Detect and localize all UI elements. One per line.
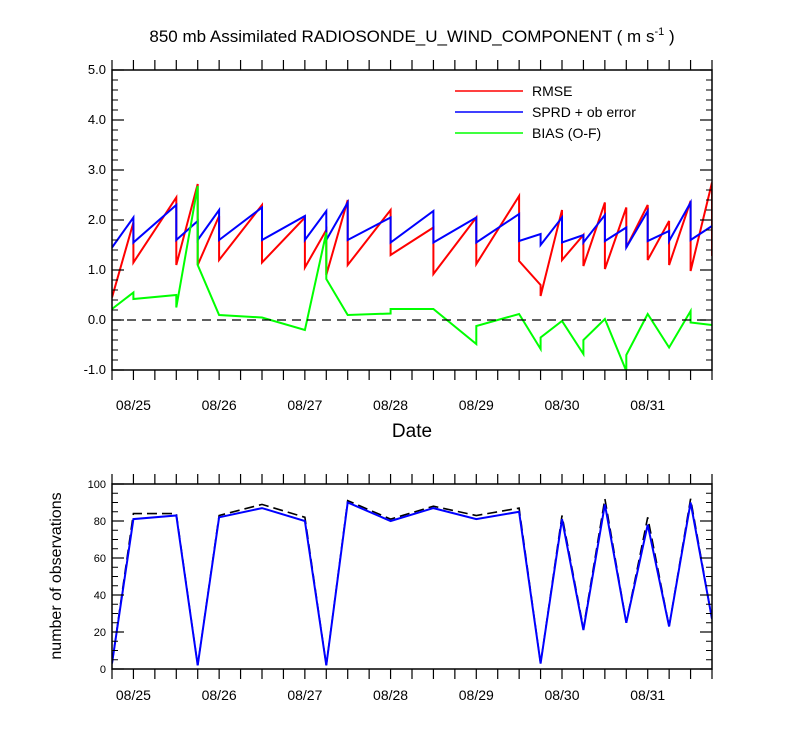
series-line-bias-o-f — [112, 185, 712, 370]
top-y-tick-labels: -1.0 0.0 1.0 2.0 3.0 4.0 5.0 — [84, 62, 106, 377]
y-tick-label: -1.0 — [84, 362, 106, 377]
y-tick-label: 40 — [94, 590, 106, 602]
bottom-series-group — [112, 498, 712, 666]
bottom-y-tick-labels: 0 20 40 60 80 100 — [88, 479, 106, 676]
series-line-sprd-ob-error — [112, 198, 712, 252]
chart-title-suffix: ) — [664, 27, 674, 46]
x-tick-label: 08/31 — [630, 687, 665, 703]
legend: RMSE SPRD + ob error BIAS (O-F) — [455, 83, 636, 141]
x-tick-label: 08/29 — [459, 397, 494, 413]
y-axis-title-observations: number of observations — [48, 492, 65, 659]
bias-rmse-panel: -1.00.01.02.03.04.05.0 08/25 08/26 08/27 08… — [84, 60, 713, 442]
y-tick-label: 80 — [94, 516, 106, 528]
x-tick-label: 08/29 — [459, 687, 494, 703]
bottom-axis-ticks — [111, 474, 713, 679]
chart-title-main: 850 mb Assimilated RADIOSONDE_U_WIND_COM… — [149, 27, 654, 46]
x-axis-title: Date — [392, 421, 432, 442]
y-tick-label: 60 — [94, 553, 106, 565]
bottom-plot-frame — [111, 483, 713, 670]
x-tick-label: 08/27 — [287, 687, 322, 703]
y-tick-label: 1.0 — [88, 262, 106, 277]
top-x-tick-labels: 08/25 08/26 08/27 08/28 08/29 08/30 08/31 — [116, 397, 666, 413]
y-tick-label: 0 — [100, 664, 106, 676]
x-tick-label: 08/26 — [202, 397, 237, 413]
x-tick-label: 08/25 — [116, 687, 151, 703]
x-tick-label: 08/31 — [630, 397, 665, 413]
x-tick-label: 08/27 — [287, 397, 322, 413]
top-axis-ticks — [111, 60, 713, 380]
series-line-observations-assimilated — [112, 501, 712, 666]
y-tick-label: 5.0 — [88, 62, 106, 77]
x-tick-label: 08/30 — [544, 687, 579, 703]
top-plot-frame — [111, 69, 713, 371]
x-tick-label: 08/28 — [373, 687, 408, 703]
top-series-group — [112, 182, 712, 370]
legend-label-sprd: SPRD + ob error — [532, 104, 636, 120]
bottom-x-tick-labels: 08/25 08/26 08/27 08/28 08/29 08/30 08/31 — [116, 687, 666, 703]
y-tick-label: 0.0 — [88, 312, 106, 327]
chart-title: 850 mb Assimilated RADIOSONDE_U_WIND_COM… — [149, 26, 674, 46]
y-tick-label: 3.0 — [88, 162, 106, 177]
legend-label-rmse: RMSE — [532, 83, 572, 99]
x-tick-label: 08/30 — [544, 397, 579, 413]
y-tick-label: 20 — [94, 627, 106, 639]
series-line-rmse — [112, 182, 712, 298]
y-tick-label: 4.0 — [88, 112, 106, 127]
x-tick-label: 08/25 — [116, 397, 151, 413]
legend-label-bias: BIAS (O-F) — [532, 125, 601, 141]
chart-title-superscript: -1 — [654, 26, 664, 38]
y-tick-label: 2.0 — [88, 212, 106, 227]
y-tick-label: 100 — [88, 479, 106, 491]
x-tick-label: 08/26 — [202, 687, 237, 703]
x-tick-label: 08/28 — [373, 397, 408, 413]
